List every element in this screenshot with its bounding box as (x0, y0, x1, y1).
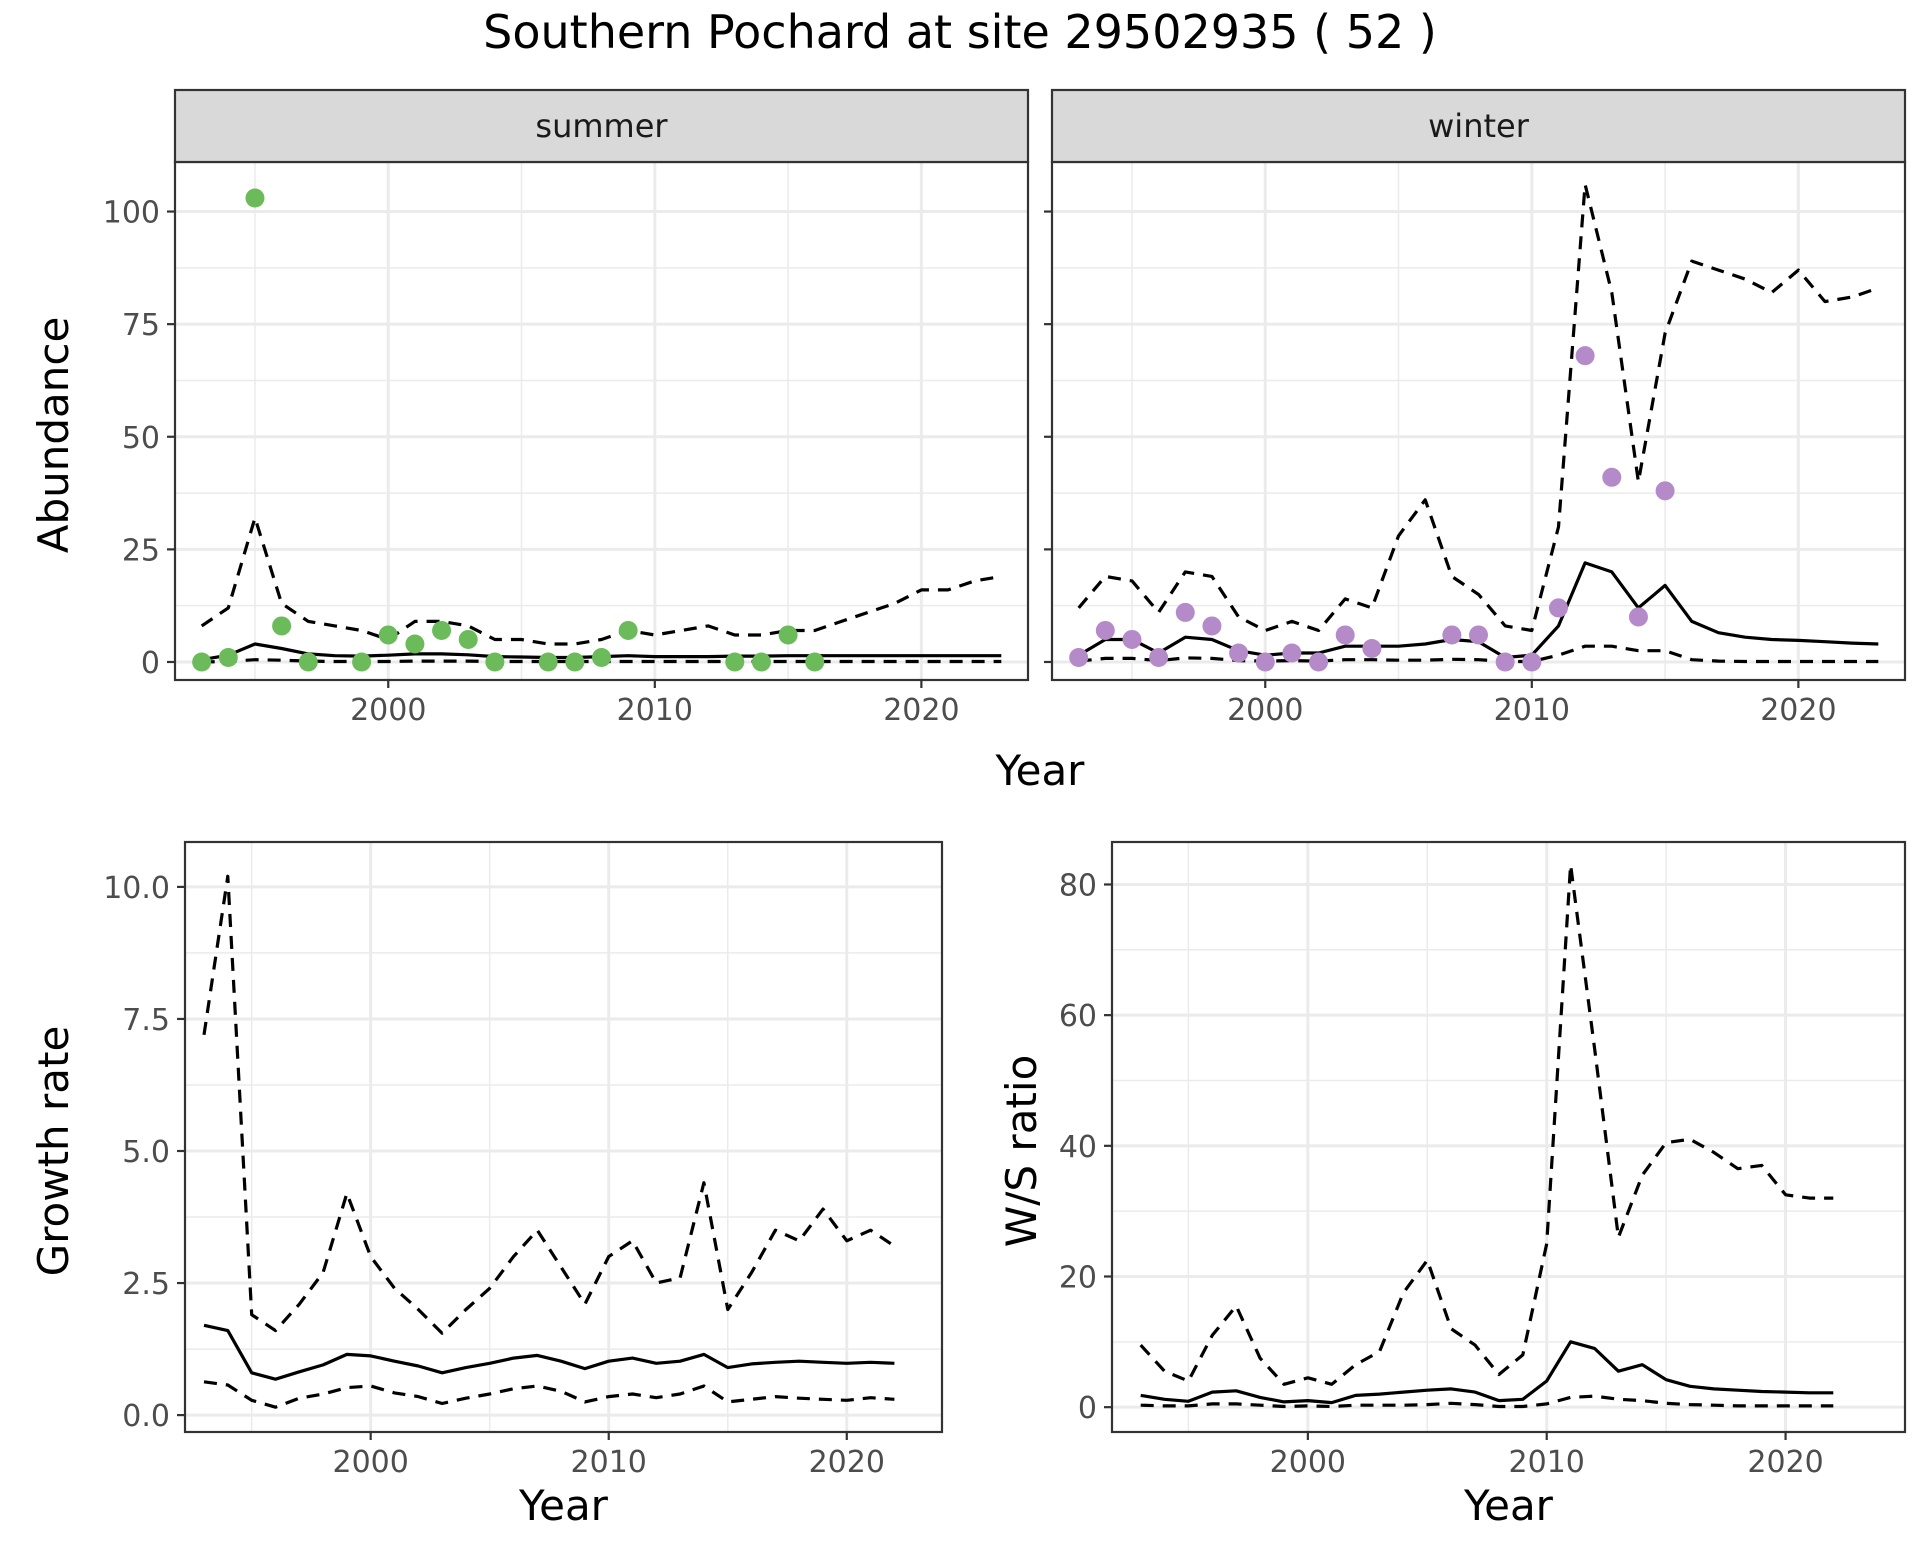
data-point (1122, 629, 1142, 649)
panel-border (1110, 840, 1907, 1434)
data-point (1255, 652, 1275, 672)
y-tick-label: 20 (1059, 1260, 1097, 1295)
data-point (1602, 467, 1622, 487)
data-point (298, 652, 318, 672)
data-point (1229, 643, 1249, 663)
data-point (192, 652, 212, 672)
data-point (1335, 625, 1355, 645)
data-point (1469, 625, 1488, 645)
data-point (1628, 607, 1648, 627)
data-point (592, 647, 611, 667)
panel-background (1052, 162, 1905, 680)
data-point (1309, 652, 1329, 672)
y-tick-label: 50 (122, 421, 160, 456)
data-point (1655, 481, 1675, 501)
y-tick-label: 10.0 (103, 871, 170, 906)
data-point (1202, 616, 1222, 636)
facet-strip-label: winter (1428, 107, 1530, 145)
x-tick-label: 2010 (571, 1445, 647, 1480)
x-tick-label: 2020 (883, 693, 959, 728)
x-axis-title-shared: Year (995, 746, 1086, 795)
data-point (458, 629, 478, 649)
y-tick-label: 40 (1059, 1130, 1097, 1165)
series-line-estimate (1140, 1340, 1834, 1405)
panel-background (185, 842, 942, 1432)
data-point (352, 652, 372, 672)
chart-title: Southern Pochard at site 29502935 ( 52 ) (483, 5, 1437, 59)
data-point (1442, 625, 1462, 645)
data-point (245, 188, 265, 208)
panels: summer 2000 2010 2020 0 25 50 75 100 Abundance win… (29, 88, 1907, 1530)
panel-3: 2000 2010 2020 0.0 2.5 5.0 7.5 10.0 Growth rate Y… (29, 840, 944, 1530)
series-line-upper (1139, 863, 1834, 1386)
facet-strip (173, 88, 1030, 164)
x-tick-label: 2020 (1760, 693, 1836, 728)
panel-background (175, 162, 1028, 680)
y-tick-label: 80 (1059, 868, 1097, 903)
y-tick-label: 0 (1078, 1391, 1097, 1426)
data-point (405, 634, 425, 654)
series-line-lower (1140, 1394, 1834, 1409)
data-point (432, 620, 452, 640)
y-tick-label: 25 (122, 533, 160, 568)
x-axis-title: Year (518, 1481, 609, 1530)
data-point (218, 647, 238, 667)
y-axis-title: W/S ratio (997, 1055, 1046, 1248)
facet-strip (1050, 88, 1907, 164)
y-tick-label: 0.0 (122, 1399, 170, 1434)
series-line-lower (1078, 644, 1879, 664)
panel-border (183, 840, 944, 1434)
data-point (1095, 620, 1115, 640)
x-tick-label: 2020 (809, 1445, 885, 1480)
data-point (1282, 643, 1302, 663)
x-tick-label: 2000 (1227, 693, 1303, 728)
x-tick-label: 2000 (332, 1445, 408, 1480)
data-point (485, 652, 505, 672)
data-point (1495, 652, 1515, 672)
data-point (805, 652, 825, 672)
panel-background (1112, 842, 1905, 1432)
y-tick-label: 5.0 (122, 1135, 170, 1170)
panel-4: 2000 2010 2020 0 20 40 60 80 W/S ratio Year (997, 840, 1907, 1530)
y-tick-label: 75 (122, 308, 160, 343)
x-tick-label: 2000 (1270, 1445, 1346, 1480)
data-point (751, 652, 771, 672)
x-tick-label: 2010 (1494, 693, 1570, 728)
data-point (1362, 638, 1382, 658)
data-point (378, 625, 398, 645)
y-axis-title: Abundance (29, 317, 78, 554)
facet-strip-label: summer (535, 107, 668, 145)
y-tick-label: 0 (141, 646, 160, 681)
data-point (1548, 598, 1568, 618)
x-tick-label: 2000 (350, 693, 426, 728)
data-point (1069, 647, 1089, 667)
data-point (1575, 346, 1595, 366)
series-line-upper (1077, 182, 1879, 633)
x-tick-label: 2010 (617, 693, 693, 728)
x-tick-label: 2010 (1509, 1445, 1585, 1480)
y-tick-label: 7.5 (122, 1003, 170, 1038)
y-tick-label: 2.5 (122, 1267, 170, 1302)
data-point (778, 625, 798, 645)
x-tick-label: 2020 (1747, 1445, 1823, 1480)
data-point (1149, 647, 1169, 667)
y-axis-title: Growth rate (29, 1026, 78, 1277)
series-line-lower (203, 1380, 895, 1409)
data-point (272, 616, 292, 636)
y-tick-label: 100 (103, 196, 160, 231)
panel-2: winter 2000 2010 2020 (1044, 88, 1907, 728)
series-line-upper (200, 516, 1002, 646)
series-line-estimate (203, 1323, 895, 1381)
x-axis-title: Year (1463, 1481, 1554, 1530)
data-point (565, 652, 585, 672)
y-tick-label: 60 (1059, 999, 1097, 1034)
data-point (1522, 652, 1542, 672)
data-point (538, 652, 558, 672)
data-point (725, 652, 745, 672)
data-point (1175, 602, 1195, 622)
data-point (618, 620, 638, 640)
panel-1: summer 2000 2010 2020 0 25 50 75 100 Abundance (29, 88, 1030, 728)
